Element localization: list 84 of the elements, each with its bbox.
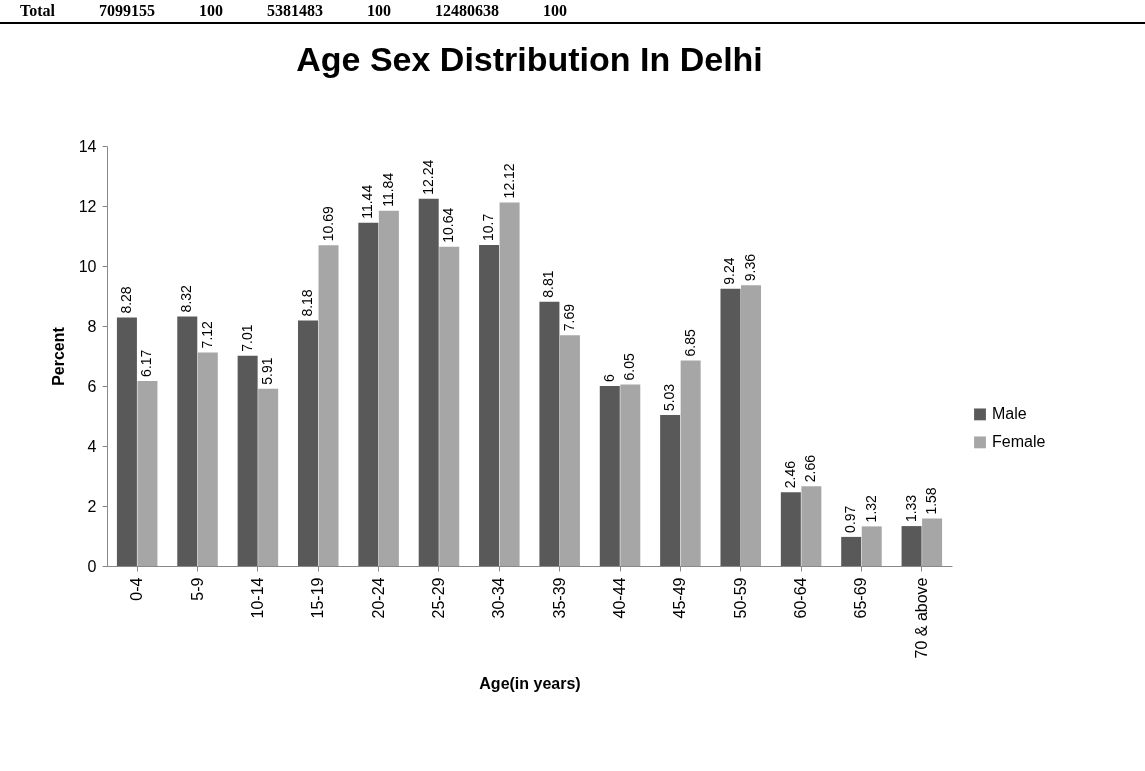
bar [378,210,399,566]
data-label: 0.97 [842,505,859,533]
y-tick-label: 14 [78,137,97,155]
data-label: 10.7 [480,213,497,241]
data-label: 7.12 [198,320,215,349]
x-tick-label: 40-44 [611,577,629,619]
x-tick-label: 70 & above [912,577,930,659]
bar [801,486,822,566]
bar [901,526,922,566]
x-tick-label: 45-49 [671,577,689,619]
legend-label: Male [992,405,1027,423]
x-tick-label: 35-39 [550,577,568,619]
bar [358,222,379,566]
data-label: 8.28 [117,286,134,314]
data-label: 10.69 [319,206,336,242]
bar [237,355,258,566]
data-label: 1.58 [923,487,940,515]
bar [720,288,741,566]
bar [861,526,882,566]
data-label: 9.24 [721,257,738,285]
chart-title: Age Sex Distribution In Delhi [296,40,763,78]
data-label: 1.32 [862,494,879,523]
data-label: 8.81 [540,270,557,298]
bar [922,518,943,566]
bar [680,360,701,566]
bar [318,245,339,566]
text: Total 7099155 100 5381483 100 12480638 100 [0,0,1145,24]
data-label: 6.17 [138,349,155,377]
bar [258,388,279,566]
x-tick-label: 25-29 [429,577,447,619]
bar [599,386,620,566]
bar [559,335,580,566]
bar [137,380,158,566]
bar [297,320,318,566]
y-tick-label: 4 [87,437,97,455]
bar [620,384,641,566]
data-label: 7.69 [560,303,577,332]
x-tick-label: 5-9 [188,577,206,601]
y-tick-label: 6 [87,377,97,395]
x-tick-label: 0-4 [128,577,146,601]
data-label: 8.18 [298,289,315,317]
bar [197,352,218,566]
data-label: 2.66 [802,454,819,483]
x-axis-title: Age(in years) [479,675,581,693]
bar [439,246,460,566]
bar [539,301,560,566]
bar [780,492,801,566]
data-label: 5.03 [661,383,678,412]
y-tick-label: 8 [87,317,97,335]
y-tick-label: 10 [78,257,97,275]
data-label: 9.36 [742,253,759,282]
data-label: 5.91 [259,357,276,385]
data-label: 6.85 [681,329,698,357]
legend-label: Female [992,433,1046,451]
bar [741,285,762,566]
x-tick-label: 60-64 [792,577,810,619]
data-label: 10.64 [440,207,457,243]
bar [177,316,198,566]
y-tick-label: 12 [78,197,97,215]
x-tick-label: 50-59 [731,577,749,619]
bar [660,415,681,566]
x-tick-label: 10-14 [248,577,266,619]
x-tick-label: 65-69 [852,577,870,619]
bar [418,198,439,566]
y-axis-title: Percent [49,326,67,386]
x-tick-label: 30-34 [490,577,508,619]
bar [499,202,520,566]
data-label: 6.05 [621,353,638,381]
data-label: 11.84 [379,172,396,207]
data-label: 11.44 [359,184,376,219]
bar [116,317,137,566]
bar [841,536,862,566]
data-label: 1.33 [902,494,919,523]
data-label: 7.01 [238,324,255,352]
data-label: 6 [600,374,617,382]
y-tick-label: 0 [87,557,97,575]
x-tick-label: 20-24 [369,577,387,619]
bar [479,245,500,566]
data-label: 12.24 [419,159,436,195]
x-tick-label: 15-19 [309,577,327,619]
y-tick-label: 2 [87,497,97,515]
data-label: 2.46 [781,460,798,489]
data-label: 8.32 [178,284,195,313]
data-label: 12.12 [500,163,517,199]
